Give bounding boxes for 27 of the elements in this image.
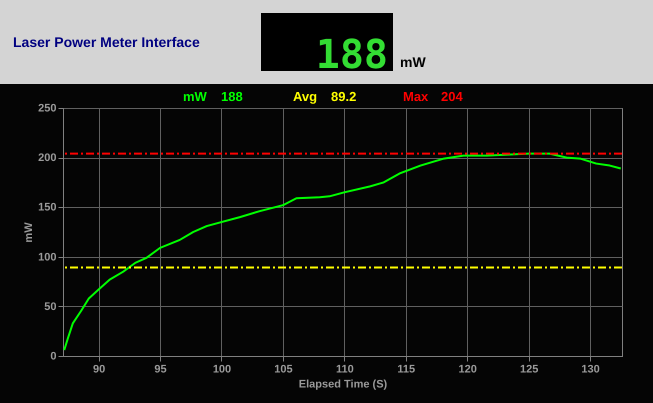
ref-line-label: Max [403,89,430,104]
y-tick-label: 150 [38,202,56,214]
text: mW [400,54,426,70]
x-tick-label: 125 [520,364,538,376]
text: 204 [441,89,464,104]
x-tick-label: 100 [212,364,232,376]
x-tick-label: 110 [336,364,354,376]
x-tick-label: 120 [458,364,477,376]
x-tick-label: 130 [581,364,600,376]
text: mW [183,89,208,104]
ref-line-label: Avg [293,89,318,104]
x-tick-label: 105 [274,364,293,376]
text: 188 [316,32,388,78]
line-series [63,152,622,352]
x-tick-label: 115 [397,364,416,376]
x-tick-label: 95 [154,364,167,376]
x-axis-title: Elapsed Time (S) [298,378,388,390]
y-tick-label: 0 [50,350,56,362]
y-tick-label: 200 [38,152,56,164]
chart-title: Laser Power Meter Interface [13,34,200,50]
text: 188 [221,89,243,104]
y-axis-title: mW [23,222,36,243]
y-tick-label: 50 [44,300,56,313]
y-tick-label: 100 [38,251,56,264]
y-tick-label: 250 [38,102,56,114]
x-tick-label: 90 [93,364,106,376]
text: 89.2 [331,89,356,104]
